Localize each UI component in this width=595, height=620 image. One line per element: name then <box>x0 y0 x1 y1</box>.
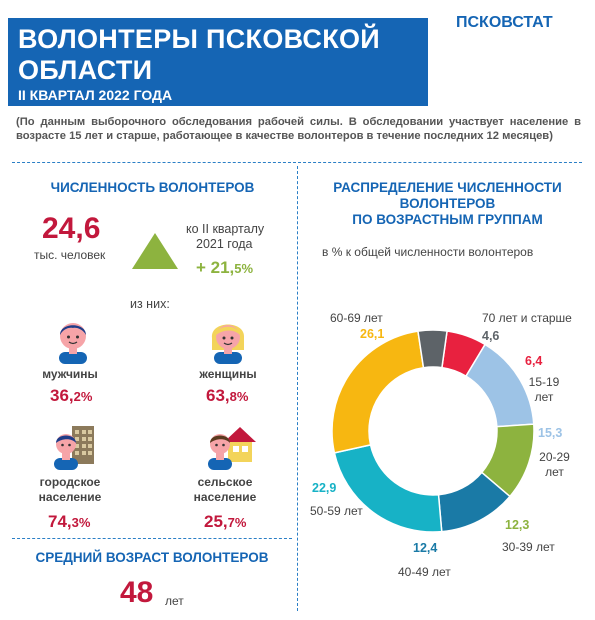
women-share-main: 63, <box>206 386 230 405</box>
chart-subtitle: в % к общей численности волонтеров <box>322 245 534 259</box>
agency-logo-text: ПСКОВСТАТ <box>456 14 553 31</box>
chart-title: РАСПРЕДЕЛЕНИЕ ЧИСЛЕННОСТИ ВОЛОНТЕРОВ ПО … <box>305 180 590 228</box>
urban-label: городское население <box>25 475 115 505</box>
chart-title-line2: ВОЛОНТЕРОВ <box>399 196 496 211</box>
slice-label-15-19-text: 15-19 лет <box>528 375 560 404</box>
slice-label-15-19: 15-19 лет <box>524 375 564 405</box>
urban-label-line1: городское <box>39 475 101 489</box>
slice-value-50-59: 22,9 <box>312 481 337 495</box>
compare-line1: ко II кварталу <box>186 222 265 236</box>
avg-age-unit: лет <box>165 594 184 608</box>
donut-slice-70plus <box>417 329 448 369</box>
slice-label-20-29: 20-29 лет <box>532 450 577 480</box>
page-title-line2: ОБЛАСТИ <box>18 55 153 85</box>
rural-share: 25,7% <box>204 512 246 532</box>
avg-age-value: 48 <box>120 576 154 609</box>
change-main: + 21, <box>196 258 235 277</box>
chart-title-line1: РАСПРЕДЕЛЕНИЕ ЧИСЛЕННОСТИ <box>333 180 562 195</box>
avg-age-title: СРЕДНИЙ ВОЗРАСТ ВОЛОНТЕРОВ <box>35 550 269 565</box>
men-share-small: 2% <box>73 389 93 404</box>
chart-title-line3: ПО ВОЗРАСТНЫМ ГРУППАМ <box>352 212 543 227</box>
men-share-main: 36, <box>50 386 74 405</box>
volunteer-count-unit: тыс. человек <box>34 248 106 262</box>
men-share: 36,2% <box>50 386 92 406</box>
slice-value-20-29: 15,3 <box>538 426 563 440</box>
slice-label-40-49: 40-49 лет <box>398 565 451 579</box>
change-small: 5% <box>234 261 254 276</box>
divider-left-bottom <box>12 538 292 539</box>
slice-value-60-69: 26,1 <box>360 327 385 341</box>
woman-icon <box>211 324 245 364</box>
slice-value-15-19: 6,4 <box>525 354 543 368</box>
rural-label-line1: сельское <box>197 475 253 489</box>
slice-label-50-59: 50-59 лет <box>310 504 363 518</box>
men-label: мужчины <box>42 367 98 381</box>
divider-vertical <box>297 166 298 611</box>
man-icon <box>59 323 87 364</box>
page-title-line1: ВОЛОНТЕРЫ ПСКОВСКОЙ <box>18 24 380 54</box>
rural-label: сельское население <box>180 475 270 505</box>
slice-label-60-69: 60-69 лет <box>330 311 383 325</box>
title-banner: ВОЛОНТЕРЫ ПСКОВСКОЙ ОБЛАСТИ II КВАРТАЛ 2… <box>8 18 428 106</box>
women-share: 63,8% <box>206 386 248 406</box>
slice-value-30-39: 12,3 <box>505 518 530 532</box>
women-label: женщины <box>199 367 257 381</box>
slice-label-20-29-text: 20-29 лет <box>539 450 570 479</box>
slice-label-30-39: 30-39 лет <box>502 540 555 554</box>
village-house-icon <box>208 427 256 470</box>
rural-share-main: 25, <box>204 512 228 531</box>
divider-top <box>12 162 582 163</box>
city-buildings-icon <box>54 426 94 470</box>
slice-value-40-49: 12,4 <box>413 541 438 555</box>
volunteer-count-value: 24,6 <box>42 212 101 245</box>
slice-value-70plus: 4,6 <box>482 329 500 343</box>
rural-label-line2: население <box>193 490 257 504</box>
urban-share: 74,3% <box>48 512 90 532</box>
rural-share-small: 7% <box>227 515 247 530</box>
slice-label-70plus: 70 лет и старше <box>482 311 572 325</box>
of-them-label: из них: <box>130 297 170 311</box>
urban-share-small: 3% <box>71 515 91 530</box>
compare-line2: 2021 года <box>196 237 253 251</box>
up-triangle-icon <box>132 233 178 269</box>
survey-note: (По данным выборочного обследования рабо… <box>16 116 581 142</box>
urban-label-line2: население <box>38 490 102 504</box>
women-share-small: 8% <box>229 389 249 404</box>
donut-slice-60-69 <box>331 330 425 454</box>
urban-share-main: 74, <box>48 512 72 531</box>
change-value: + 21,5% <box>196 258 253 278</box>
page-subtitle: II КВАРТАЛ 2022 ГОДА <box>18 87 173 103</box>
count-section-title: ЧИСЛЕННОСТЬ ВОЛОНТЕРОВ <box>50 180 255 195</box>
